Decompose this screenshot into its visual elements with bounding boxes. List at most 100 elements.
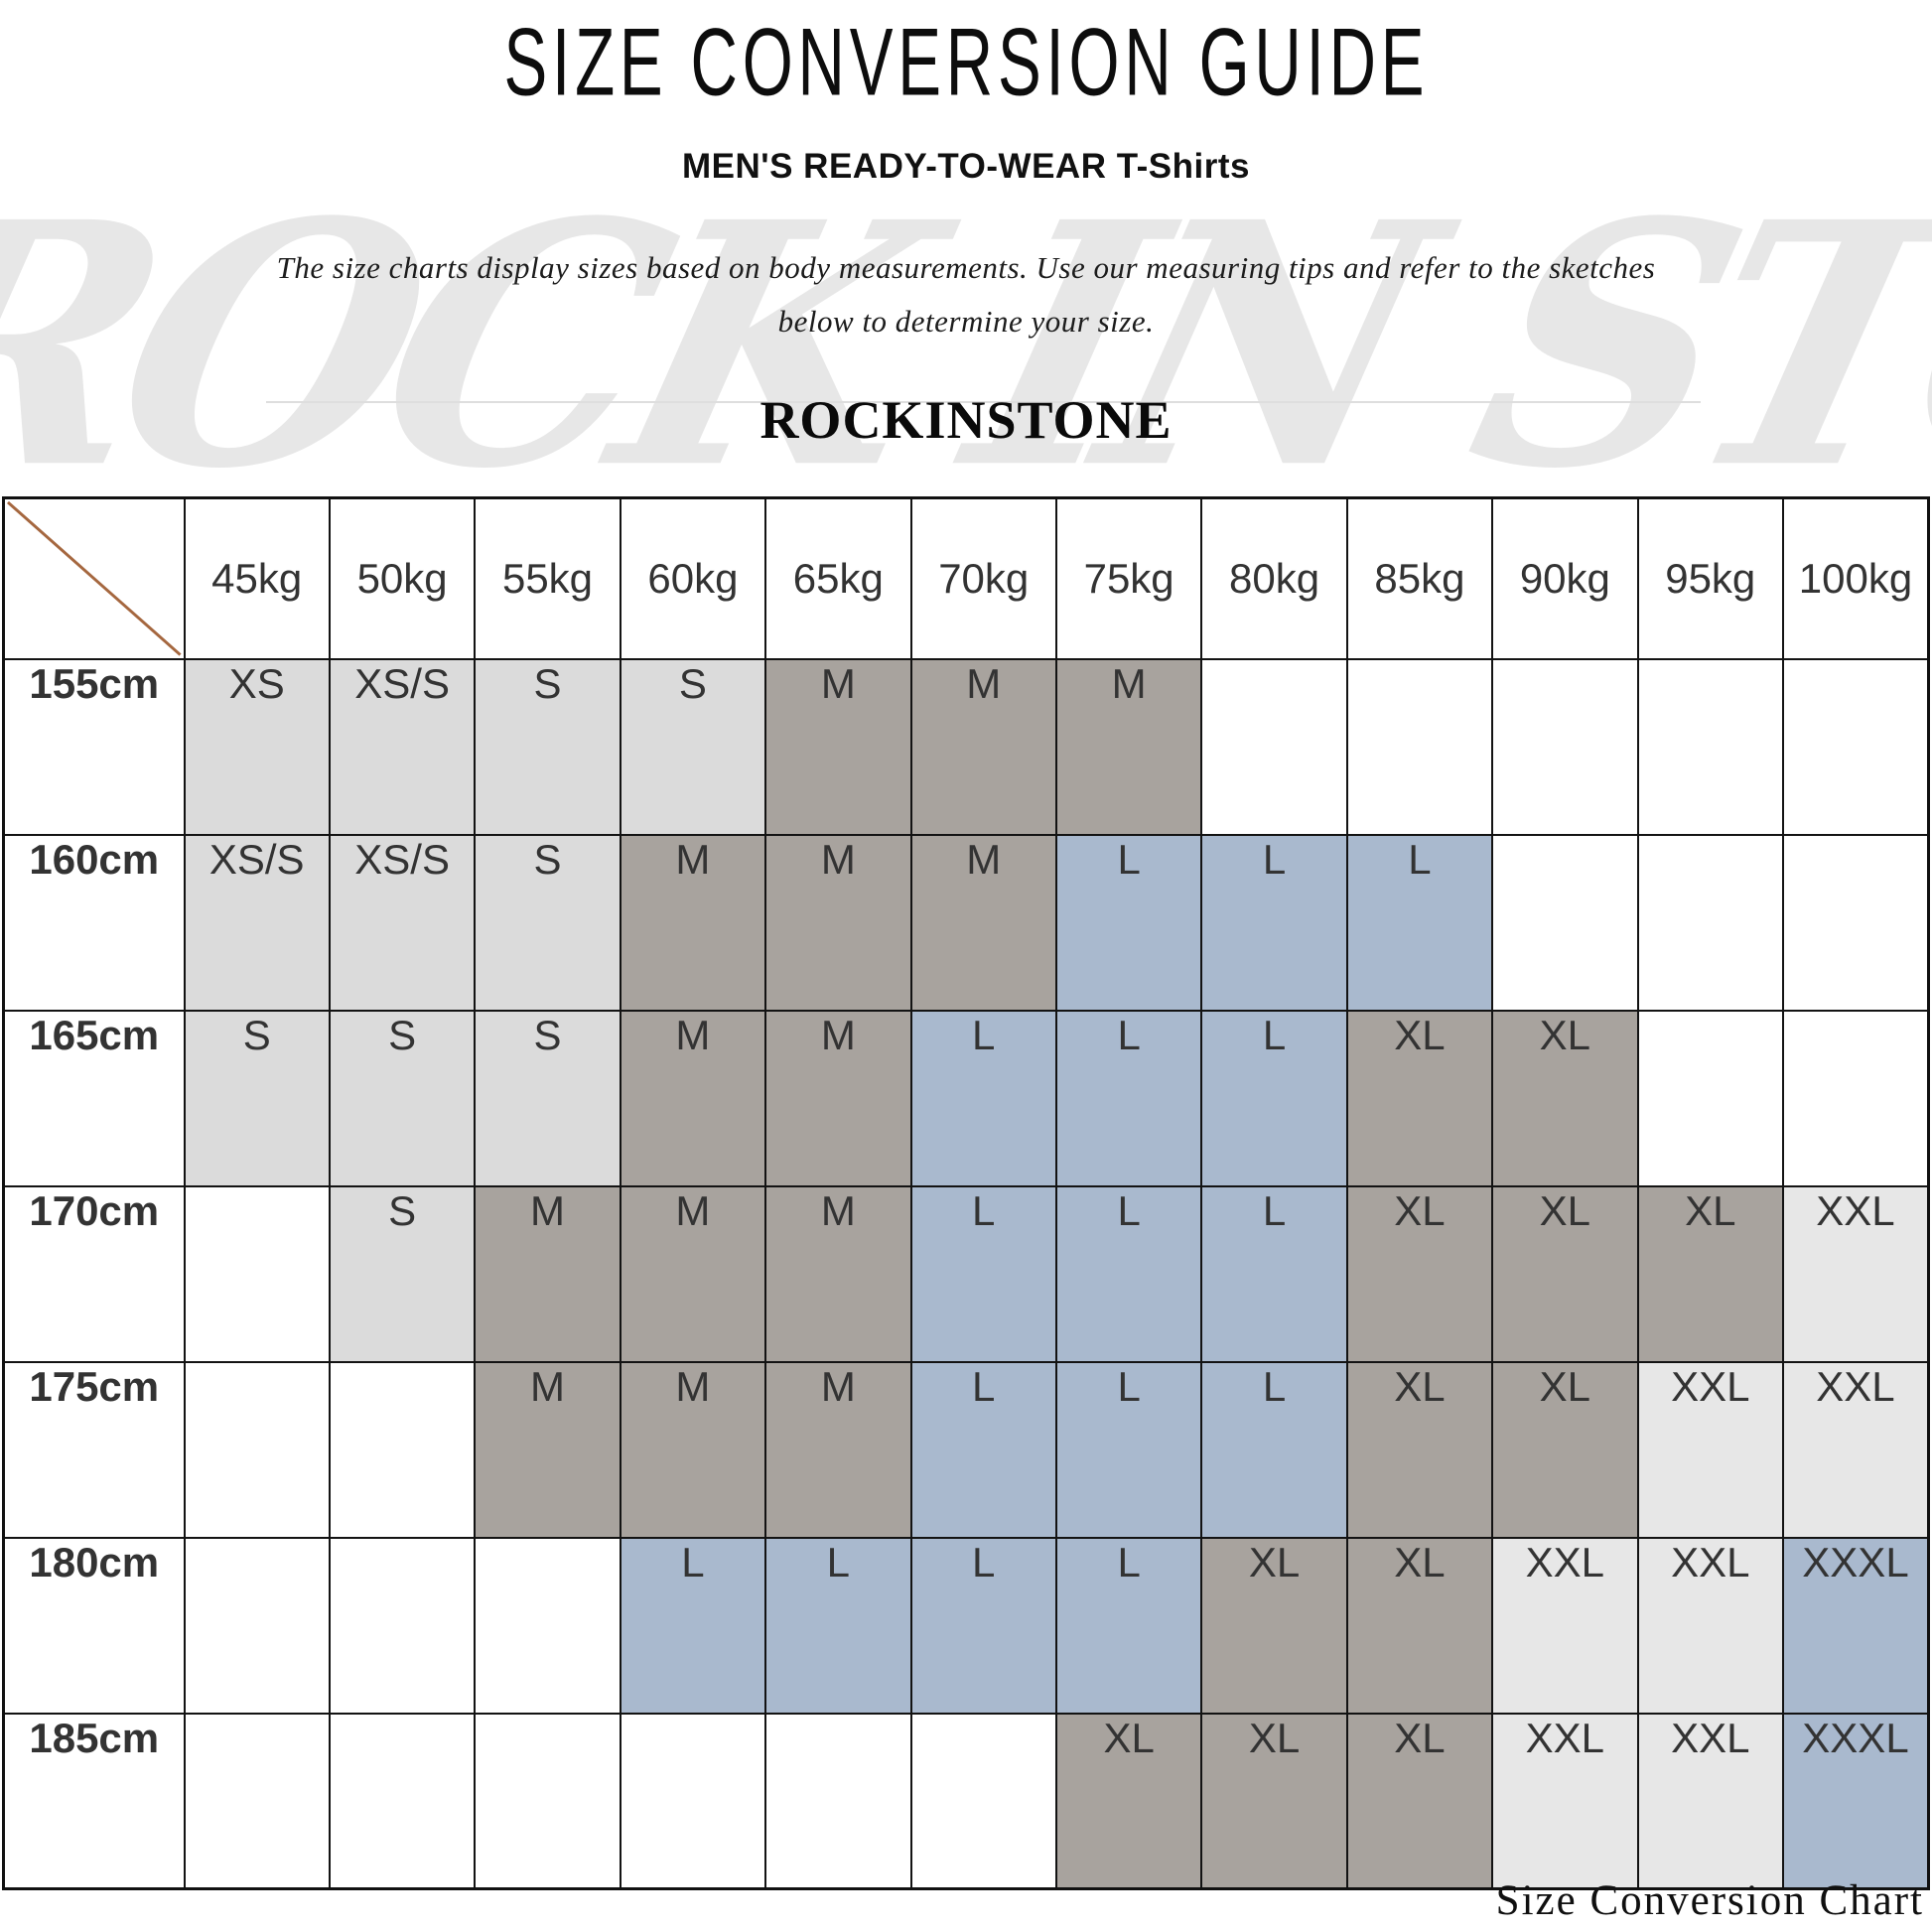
weight-column-header: 65kg <box>764 496 912 660</box>
size-cell: XXL <box>1636 1360 1784 1539</box>
size-cell: L <box>909 1009 1057 1187</box>
size-cell: XL <box>1200 1712 1348 1890</box>
size-cell: L <box>619 1536 767 1715</box>
size-cell: L <box>1200 1009 1348 1187</box>
weight-column-header: 55kg <box>474 496 621 660</box>
size-cell: XL <box>1345 1712 1494 1890</box>
size-cell: XL <box>1345 1009 1494 1187</box>
size-cell: L <box>1345 833 1494 1012</box>
table-row: 180cm L L L L XL XL XXL XXL XXXL <box>2 1536 1930 1715</box>
height-row-header: 165cm <box>2 1009 186 1187</box>
weight-column-header: 80kg <box>1200 496 1348 660</box>
size-cell: L <box>1200 1360 1348 1539</box>
size-cell <box>183 1712 331 1890</box>
size-cell: M <box>619 1360 767 1539</box>
size-cell: L <box>909 1536 1057 1715</box>
size-cell: S <box>619 657 767 836</box>
size-cell <box>1345 657 1494 836</box>
size-cell <box>1781 833 1930 1012</box>
size-cell: XL <box>1345 1360 1494 1539</box>
size-cell: M <box>764 657 912 836</box>
page-title-text: SIZE CONVERSION GUIDE <box>503 9 1429 116</box>
size-cell: L <box>1054 1536 1203 1715</box>
size-cell: M <box>909 657 1057 836</box>
size-cell: S <box>474 657 621 836</box>
height-row-header: 155cm <box>2 657 186 836</box>
size-cell <box>183 1536 331 1715</box>
size-cell: M <box>764 1360 912 1539</box>
weight-column-header: 75kg <box>1054 496 1203 660</box>
size-cell: L <box>1200 1184 1348 1363</box>
weight-column-header: 70kg <box>909 496 1057 660</box>
table-row: 165cm S S S M M L L L XL XL <box>2 1009 1930 1187</box>
description-line-1: The size charts display sizes based on b… <box>276 250 1656 285</box>
size-cell: XL <box>1636 1184 1784 1363</box>
size-cell <box>1781 1009 1930 1187</box>
weight-column-header: 85kg <box>1345 496 1494 660</box>
size-cell: M <box>764 1184 912 1363</box>
weight-header-row: 45kg 50kg 55kg 60kg 65kg 70kg 75kg 80kg 85kg 90kg… <box>2 496 1930 660</box>
description-line-2: below to determine your size. <box>777 304 1155 339</box>
size-cell <box>1636 1009 1784 1187</box>
size-cell: M <box>764 833 912 1012</box>
page-subtitle: MEN'S READY-TO-WEAR T-Shirts <box>682 147 1250 186</box>
size-cell <box>1491 657 1639 836</box>
size-cell: XXL <box>1491 1536 1639 1715</box>
size-cell: L <box>1054 833 1203 1012</box>
size-cell: XXL <box>1491 1712 1639 1890</box>
size-cell: M <box>764 1009 912 1187</box>
size-cell: L <box>909 1184 1057 1363</box>
size-cell: XXL <box>1781 1184 1930 1363</box>
size-cell <box>183 1360 331 1539</box>
table-row: 170cm S M M M L L L XL XL XL XXL <box>2 1184 1930 1363</box>
table-row: 155cm XS XS/S S S M M M <box>2 657 1930 836</box>
size-cell <box>1636 833 1784 1012</box>
size-cell <box>328 1536 477 1715</box>
size-cell: S <box>328 1184 477 1363</box>
size-cell: M <box>619 1184 767 1363</box>
size-cell: XL <box>1345 1184 1494 1363</box>
footer-caption: Size Conversion Chart <box>1495 1877 1924 1924</box>
size-cell: S <box>474 1009 621 1187</box>
size-cell: XS/S <box>183 833 331 1012</box>
size-table-body: 155cm XS XS/S S S M M M 160cm XS/S XS/S S M M M L L L 165c… <box>2 657 1930 1890</box>
size-cell: M <box>909 833 1057 1012</box>
divider-line <box>266 401 1701 403</box>
weight-column-header: 50kg <box>328 496 477 660</box>
size-cell: M <box>619 1009 767 1187</box>
size-cell: XL <box>1345 1536 1494 1715</box>
size-cell: M <box>1054 657 1203 836</box>
size-cell: L <box>1054 1009 1203 1187</box>
size-cell: XXL <box>1636 1712 1784 1890</box>
size-cell <box>1491 833 1639 1012</box>
corner-cell <box>2 496 186 660</box>
table-row: 160cm XS/S XS/S S M M M L L L <box>2 833 1930 1012</box>
size-cell <box>1200 657 1348 836</box>
size-cell <box>328 1360 477 1539</box>
height-row-header: 170cm <box>2 1184 186 1363</box>
height-row-header: 160cm <box>2 833 186 1012</box>
size-cell: L <box>764 1536 912 1715</box>
size-cell: XXL <box>1636 1536 1784 1715</box>
size-cell: XS <box>183 657 331 836</box>
size-cell: XS/S <box>328 657 477 836</box>
size-cell <box>474 1712 621 1890</box>
size-cell: M <box>474 1360 621 1539</box>
height-row-header: 175cm <box>2 1360 186 1539</box>
size-cell: L <box>1200 833 1348 1012</box>
size-cell: L <box>1054 1184 1203 1363</box>
weight-column-header: 60kg <box>619 496 767 660</box>
weight-column-header: 100kg <box>1781 496 1930 660</box>
size-cell: L <box>1054 1360 1203 1539</box>
size-cell <box>474 1536 621 1715</box>
size-cell <box>1636 657 1784 836</box>
brand-name: ROCKINSTONE <box>759 390 1173 450</box>
size-cell: XS/S <box>328 833 477 1012</box>
size-cell: XL <box>1491 1360 1639 1539</box>
size-cell <box>764 1712 912 1890</box>
size-cell: M <box>619 833 767 1012</box>
size-cell: L <box>909 1360 1057 1539</box>
table-row: 175cm M M M L L L XL XL XXL XXL <box>2 1360 1930 1539</box>
weight-column-header: 45kg <box>183 496 331 660</box>
